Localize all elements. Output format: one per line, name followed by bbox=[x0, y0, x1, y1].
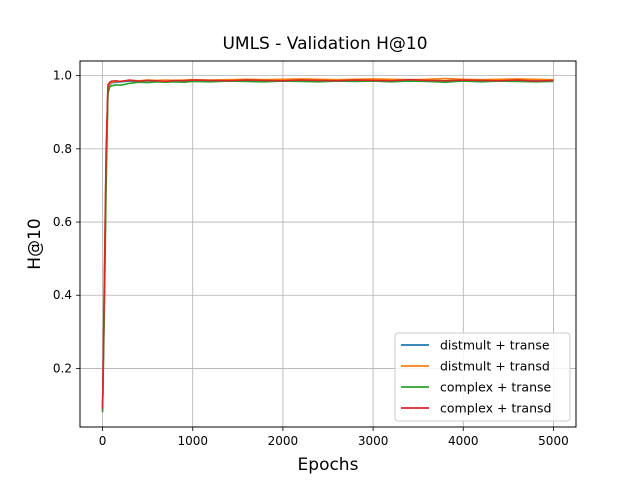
x-tick-label: 1000 bbox=[177, 434, 208, 448]
grid bbox=[80, 61, 576, 427]
legend-label: distmult + transd bbox=[440, 359, 550, 374]
y-axis-title: H@10 bbox=[25, 218, 45, 269]
y-tick-label: 0.4 bbox=[53, 288, 72, 302]
y-tick-label: 0.6 bbox=[53, 215, 72, 229]
legend-label: complex + transe bbox=[440, 380, 552, 395]
x-tick-label: 5000 bbox=[538, 434, 569, 448]
y-tick-label: 0.2 bbox=[53, 361, 72, 375]
legend-label: complex + transd bbox=[440, 401, 551, 416]
x-tick-label: 0 bbox=[99, 434, 107, 448]
ticks: 0 1000 2000 3000 4000 5000 0.2 0.4 0.6 0.8 1.0 bbox=[53, 69, 569, 448]
y-tick-label: 1.0 bbox=[53, 69, 72, 83]
legend-box bbox=[394, 332, 571, 422]
chart-title: UMLS - Validation H@10 bbox=[222, 34, 427, 54]
x-tick-label: 2000 bbox=[268, 434, 299, 448]
y-tick-label: 0.8 bbox=[53, 142, 72, 156]
series-line-4 bbox=[101, 78, 554, 409]
x-tick-label: 4000 bbox=[448, 434, 479, 448]
x-tick-label: 3000 bbox=[358, 434, 389, 448]
x-axis-title: Epochs bbox=[298, 455, 359, 475]
legend: distmult + transe distmult + transd comple… bbox=[394, 332, 571, 422]
plot-frame bbox=[79, 60, 577, 428]
series-line-3 bbox=[101, 80, 554, 413]
legend-label: distmult + transe bbox=[440, 338, 550, 353]
series-layer bbox=[101, 77, 554, 413]
